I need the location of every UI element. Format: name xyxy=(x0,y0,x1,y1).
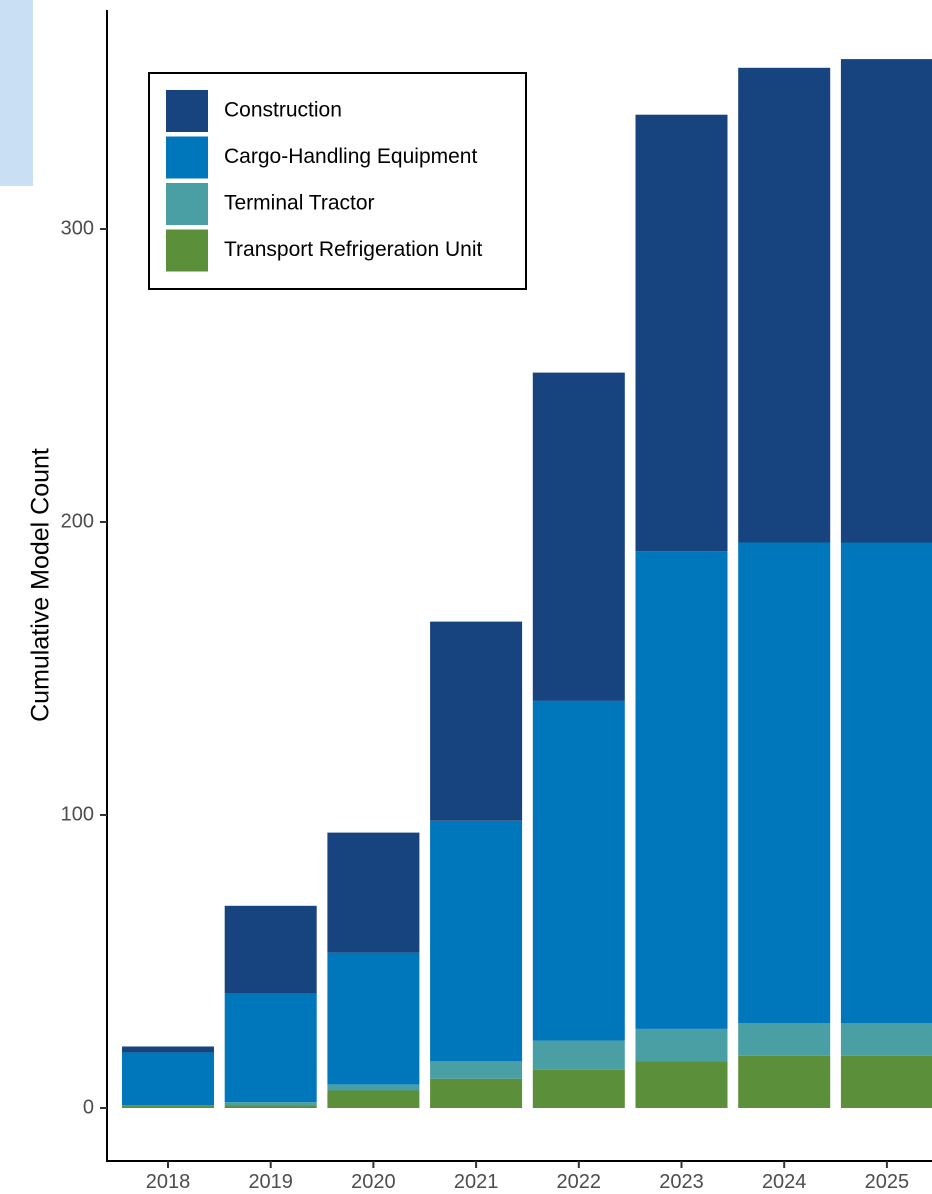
bar-transport-refrigeration-unit-2024 xyxy=(738,1055,831,1108)
x-tick-label-2021: 2021 xyxy=(454,1171,499,1193)
bars-group xyxy=(122,59,932,1108)
bar-transport-refrigeration-unit-2020 xyxy=(327,1090,420,1108)
y-axis-title: Cumulative Model Count xyxy=(27,448,55,722)
bar-terminal-tractor-2021 xyxy=(430,1061,523,1079)
bar-construction-2025 xyxy=(840,59,932,543)
bar-transport-refrigeration-unit-2022 xyxy=(532,1069,625,1108)
bar-cargo-handling-equipment-2018 xyxy=(122,1052,214,1105)
y-ticks: 0 100 200 300 xyxy=(61,217,107,1118)
x-tick-label-2020: 2020 xyxy=(351,1171,396,1193)
x-tick-label-2025: 2025 xyxy=(865,1171,910,1193)
bar-cargo-handling-equipment-2020 xyxy=(327,952,420,1085)
legend-label-transport-refrigeration-unit: Transport Refrigeration Unit xyxy=(224,238,482,261)
bar-terminal-tractor-2023 xyxy=(635,1028,728,1062)
bar-construction-2024 xyxy=(738,67,831,543)
legend-label-construction: Construction xyxy=(224,99,342,122)
bar-cargo-handling-equipment-2022 xyxy=(532,700,625,1041)
bar-construction-2023 xyxy=(635,114,728,552)
bar-transport-refrigeration-unit-2019 xyxy=(224,1105,317,1108)
background-panel xyxy=(0,0,33,186)
bar-terminal-tractor-2025 xyxy=(840,1023,932,1056)
bar-transport-refrigeration-unit-2021 xyxy=(430,1078,523,1108)
legend-swatch-terminal-tractor xyxy=(166,183,208,225)
bar-construction-2019 xyxy=(224,905,317,994)
bar-construction-2020 xyxy=(327,832,420,953)
bar-construction-2018 xyxy=(122,1046,214,1053)
bar-terminal-tractor-2024 xyxy=(738,1023,831,1056)
bar-terminal-tractor-2022 xyxy=(532,1040,625,1070)
bar-terminal-tractor-2019 xyxy=(224,1102,317,1105)
x-tick-label-2022: 2022 xyxy=(557,1171,602,1193)
legend-swatch-transport-refrigeration-unit xyxy=(166,229,208,272)
bar-transport-refrigeration-unit-2025 xyxy=(840,1055,932,1108)
bar-cargo-handling-equipment-2021 xyxy=(430,820,523,1062)
bar-cargo-handling-equipment-2025 xyxy=(840,542,932,1023)
bar-transport-refrigeration-unit-2018 xyxy=(122,1105,214,1108)
bar-transport-refrigeration-unit-2023 xyxy=(635,1061,728,1108)
x-tick-label-2019: 2019 xyxy=(248,1171,293,1193)
y-tick-label-0: 0 xyxy=(83,1096,94,1118)
x-tick-label-2018: 2018 xyxy=(146,1171,191,1193)
bar-cargo-handling-equipment-2024 xyxy=(738,542,831,1023)
legend-swatch-construction xyxy=(166,90,208,132)
legend-box xyxy=(148,72,527,290)
bar-construction-2021 xyxy=(430,621,523,821)
x-tick-label-2023: 2023 xyxy=(659,1171,704,1193)
legend-label-terminal-tractor: Terminal Tractor xyxy=(224,192,375,215)
y-tick-label-100: 100 xyxy=(61,803,94,825)
y-tick-label-300: 300 xyxy=(61,217,94,239)
bar-terminal-tractor-2020 xyxy=(327,1084,420,1091)
bar-cargo-handling-equipment-2023 xyxy=(635,551,728,1029)
legend-swatch-cargo-handling-equipment xyxy=(166,136,208,179)
y-tick-label-200: 200 xyxy=(61,510,94,532)
legend: Construction Cargo-Handling Equipment Term… xyxy=(148,72,527,290)
bar-cargo-handling-equipment-2019 xyxy=(224,993,317,1103)
legend-label-cargo-handling-equipment: Cargo-Handling Equipment xyxy=(224,145,477,168)
x-tick-label-2024: 2024 xyxy=(762,1171,807,1193)
x-ticks: 2018 2019 2020 2021 2022 2023 2024 2025 xyxy=(146,1161,909,1193)
bar-construction-2022 xyxy=(532,372,625,701)
